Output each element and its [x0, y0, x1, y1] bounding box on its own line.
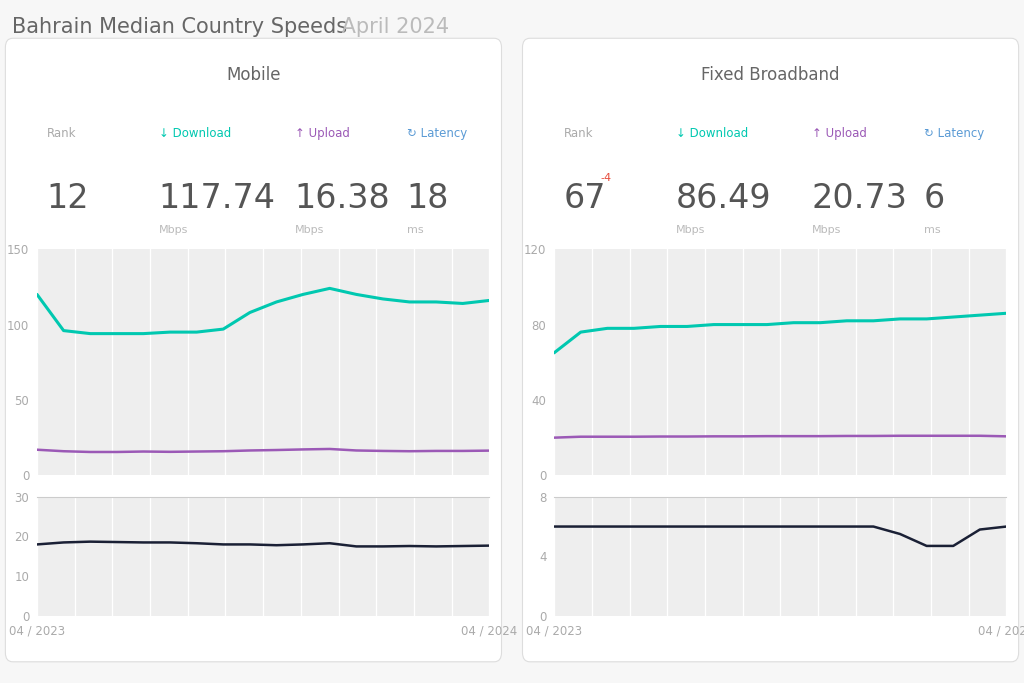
Text: 12: 12	[47, 182, 89, 215]
Text: 20.73: 20.73	[812, 182, 908, 215]
Text: Mbps: Mbps	[159, 225, 188, 235]
Text: 67: 67	[564, 182, 606, 215]
Text: Mbps: Mbps	[676, 225, 706, 235]
Text: ↓ Download: ↓ Download	[159, 127, 230, 140]
Text: Mbps: Mbps	[812, 225, 842, 235]
Text: 86.49: 86.49	[676, 182, 771, 215]
Text: Fixed Broadband: Fixed Broadband	[701, 66, 840, 84]
Text: ↑ Upload: ↑ Upload	[812, 127, 866, 140]
Text: -4: -4	[600, 173, 611, 183]
Text: Rank: Rank	[47, 127, 76, 140]
Text: ms: ms	[924, 225, 940, 235]
Text: 16.38: 16.38	[295, 182, 390, 215]
Text: ↓ Download: ↓ Download	[676, 127, 748, 140]
Text: ms: ms	[407, 225, 423, 235]
Text: Rank: Rank	[564, 127, 593, 140]
Text: Mbps: Mbps	[295, 225, 325, 235]
FancyBboxPatch shape	[522, 38, 1019, 662]
Text: Bahrain Median Country Speeds: Bahrain Median Country Speeds	[12, 17, 347, 37]
Text: 117.74: 117.74	[159, 182, 275, 215]
Text: April 2024: April 2024	[335, 17, 449, 37]
Text: ↻ Latency: ↻ Latency	[407, 127, 467, 140]
Text: 18: 18	[407, 182, 450, 215]
FancyBboxPatch shape	[5, 38, 502, 662]
Text: ↻ Latency: ↻ Latency	[924, 127, 984, 140]
Text: Mobile: Mobile	[226, 66, 281, 84]
Text: 6: 6	[924, 182, 945, 215]
Text: ↑ Upload: ↑ Upload	[295, 127, 349, 140]
